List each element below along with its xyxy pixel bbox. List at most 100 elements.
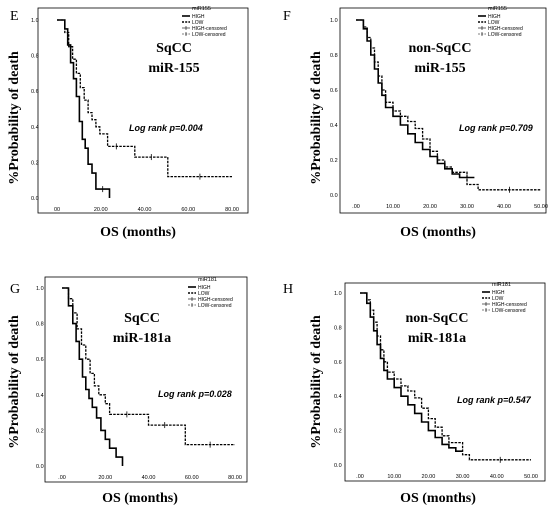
legend-entry: HIGH	[192, 14, 205, 20]
y-tick-label: 0.4	[334, 394, 342, 400]
plot-frame	[344, 282, 546, 482]
x-tick-label: 40.00	[138, 207, 152, 213]
x-tick-label: 50.00	[524, 474, 538, 480]
y-tick-label: 0.8	[31, 54, 39, 60]
x-tick-label: .00	[58, 475, 66, 481]
legend-entry: HIGH	[198, 285, 211, 291]
panel-letter: G	[10, 282, 20, 297]
panel-title: SqCC	[124, 311, 160, 326]
y-axis-label: %Probability of death	[309, 51, 324, 185]
km-panel-e: E 0.0 0.2 0.4 0.6 0.8 1.0 00 20.00 40.00 60.00 80.0…	[7, 6, 249, 240]
legend-title: miR181	[198, 277, 217, 283]
log-rank-annotation: Log rank p=0.004	[129, 123, 203, 133]
x-tick-label: 20.00	[98, 475, 112, 481]
legend-entry: HIGH	[492, 290, 505, 296]
x-tick-label: 30.00	[456, 474, 470, 480]
legend-entry: LOW-censored	[488, 32, 522, 38]
panel-title: SqCC	[156, 41, 192, 56]
y-tick-label: 0.8	[36, 322, 44, 328]
y-axis-label: %Probability of death	[309, 315, 324, 449]
legend-entry: HIGH-censored	[488, 26, 523, 32]
legend-entry: LOW	[198, 291, 210, 297]
y-axis-label: %Probability of death	[7, 51, 22, 185]
x-tick-label: 30.00	[460, 204, 474, 210]
y-tick-label: 0.8	[330, 53, 338, 59]
panel-subtitle: miR-181a	[408, 331, 466, 346]
y-tick-label: 0.6	[334, 360, 342, 366]
legend-entry: LOW	[492, 296, 504, 302]
legend-title: miR155	[192, 6, 211, 12]
log-rank-annotation: Log rank p=0.709	[459, 123, 533, 133]
y-tick-label: 0.0	[330, 193, 338, 199]
km-panel-g: G 0.0 0.2 0.4 0.6 0.8 1.0 .00 20.00 40.00 60.00 80.…	[7, 276, 248, 506]
x-tick-label: .00	[352, 204, 360, 210]
plot-frame	[339, 7, 547, 214]
km-curve-low	[57, 19, 232, 178]
km-curve-high	[360, 292, 463, 452]
x-tick-label: 40.00	[497, 204, 511, 210]
x-tick-label: 10.00	[386, 204, 400, 210]
panel-title: non-SqCC	[408, 41, 471, 56]
y-tick-label: 0.6	[36, 357, 44, 363]
legend-entry: HIGH-censored	[198, 297, 233, 303]
y-tick-label: 0.0	[334, 463, 342, 469]
legend-entry: LOW-censored	[192, 32, 226, 38]
y-tick-label: 1.0	[330, 18, 338, 24]
x-tick-label: 60.00	[181, 207, 195, 213]
panel-letter: E	[10, 9, 19, 24]
km-panel-f: F 0.0 0.2 0.4 0.6 0.8 1.0 .00 10.00 20.00 30.00 40.…	[283, 6, 548, 240]
y-tick-label: 0.0	[36, 464, 44, 470]
x-tick-label: 50.00	[534, 204, 548, 210]
panel-subtitle: miR-155	[148, 61, 199, 76]
y-tick-label: 1.0	[31, 18, 39, 24]
x-tick-label: 80.00	[228, 475, 242, 481]
x-axis-label: OS (months)	[400, 225, 476, 240]
legend-entry: LOW-censored	[198, 303, 232, 309]
panel-subtitle: miR-155	[414, 61, 465, 76]
y-tick-label: 0.2	[330, 158, 338, 164]
y-tick-label: 1.0	[36, 286, 44, 292]
km-curve-low	[360, 292, 531, 461]
km-curve-high	[57, 19, 111, 198]
y-tick-label: 0.4	[330, 123, 338, 129]
y-tick-label: 0.2	[31, 160, 39, 166]
y-tick-label: 0.2	[36, 428, 44, 434]
log-rank-annotation: Log rank p=0.547	[457, 395, 532, 405]
legend-entry: HIGH	[488, 14, 501, 20]
log-rank-annotation: Log rank p=0.028	[158, 389, 232, 399]
plot-frame	[37, 7, 249, 214]
plot-frame	[44, 276, 248, 483]
x-tick-label: .00	[356, 474, 364, 480]
x-tick-label: 40.00	[490, 474, 504, 480]
legend-entry: LOW	[488, 20, 500, 26]
x-tick-label: 40.00	[142, 475, 156, 481]
legend-entry: LOW	[192, 20, 204, 26]
x-tick-label: 20.00	[423, 204, 437, 210]
panel-subtitle: miR-181a	[113, 331, 171, 346]
legend-entry: HIGH-censored	[492, 302, 527, 308]
y-tick-label: 0.2	[334, 429, 342, 435]
y-tick-label: 1.0	[334, 291, 342, 297]
x-tick-label: 20.00	[94, 207, 108, 213]
panel-letter: H	[283, 282, 293, 297]
x-tick-label: 80.00	[225, 207, 239, 213]
x-tick-label: 00	[54, 207, 60, 213]
legend-entry: LOW-censored	[492, 308, 526, 314]
km-curve-low	[62, 287, 235, 446]
y-axis-label: %Probability of death	[7, 315, 22, 449]
legend-title: miR181	[492, 282, 511, 288]
panel-letter: F	[283, 9, 291, 24]
x-axis-label: OS (months)	[102, 491, 178, 506]
x-tick-label: 60.00	[185, 475, 199, 481]
km-panel-h: H 0.0 0.2 0.4 0.6 0.8 1.0 .00 10.00 20.00 30.00 40.…	[283, 282, 546, 506]
y-tick-label: 0.8	[334, 325, 342, 331]
y-tick-label: 0.4	[31, 125, 39, 131]
panel-title: non-SqCC	[405, 311, 468, 326]
y-tick-label: 0.0	[31, 196, 39, 202]
legend-title: miR155	[488, 6, 507, 12]
